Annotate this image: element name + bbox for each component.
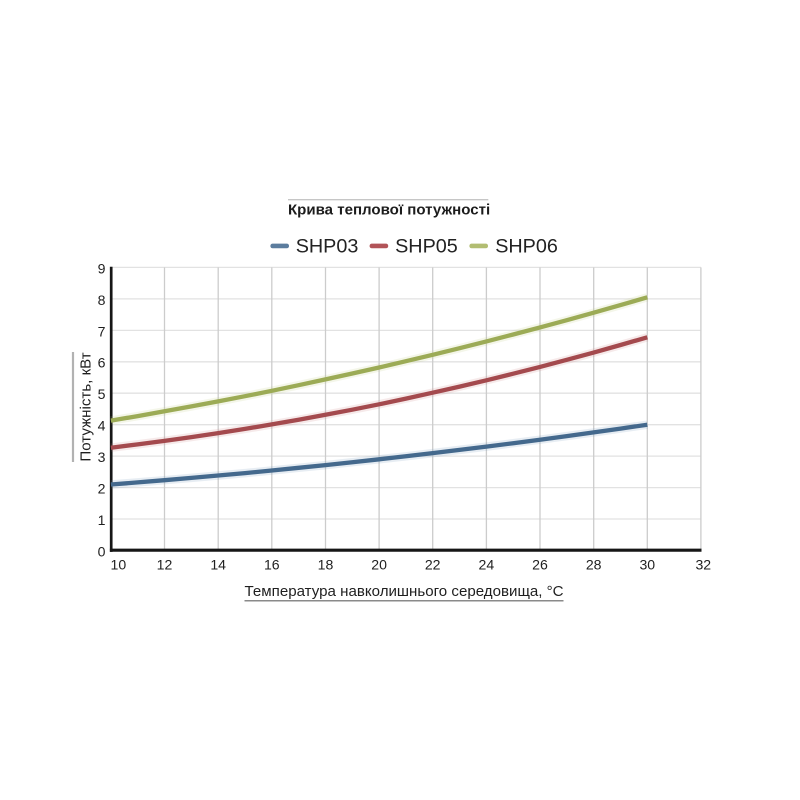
svg-text:10: 10 [111, 556, 127, 572]
svg-text:4: 4 [98, 418, 106, 434]
svg-text:30: 30 [639, 556, 655, 572]
svg-text:20: 20 [371, 556, 387, 572]
svg-text:14: 14 [210, 556, 226, 572]
svg-text:32: 32 [695, 556, 711, 572]
svg-text:26: 26 [532, 556, 548, 572]
svg-text:Потужність, кВт: Потужність, кВт [78, 352, 95, 461]
svg-text:7: 7 [98, 323, 106, 339]
svg-text:24: 24 [479, 556, 495, 572]
svg-text:SHP06: SHP06 [495, 235, 558, 257]
svg-text:6: 6 [98, 355, 106, 371]
svg-text:22: 22 [425, 556, 441, 572]
svg-text:9: 9 [98, 260, 106, 276]
svg-text:Температура навколишнього сере: Температура навколишнього середовища, °С [245, 583, 564, 600]
svg-text:1: 1 [98, 512, 106, 528]
svg-text:8: 8 [98, 292, 106, 308]
svg-text:SHP05: SHP05 [395, 235, 458, 257]
svg-text:SHP03: SHP03 [296, 235, 359, 257]
svg-text:3: 3 [98, 449, 106, 465]
svg-text:5: 5 [98, 386, 106, 402]
svg-text:Крива теплової потужності: Крива теплової потужності [288, 202, 490, 219]
svg-text:12: 12 [157, 556, 173, 572]
svg-text:16: 16 [264, 556, 280, 572]
svg-text:18: 18 [318, 556, 334, 572]
svg-text:2: 2 [98, 481, 106, 497]
svg-text:0: 0 [98, 543, 106, 559]
svg-text:28: 28 [586, 556, 602, 572]
